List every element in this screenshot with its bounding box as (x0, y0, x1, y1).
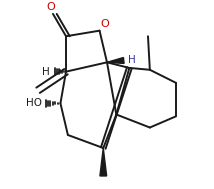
Text: O: O (101, 19, 109, 29)
Text: H: H (42, 67, 50, 77)
Polygon shape (100, 148, 107, 176)
Text: H: H (128, 55, 136, 65)
Text: O: O (47, 2, 55, 12)
Polygon shape (107, 57, 124, 64)
Text: HO: HO (26, 98, 42, 108)
